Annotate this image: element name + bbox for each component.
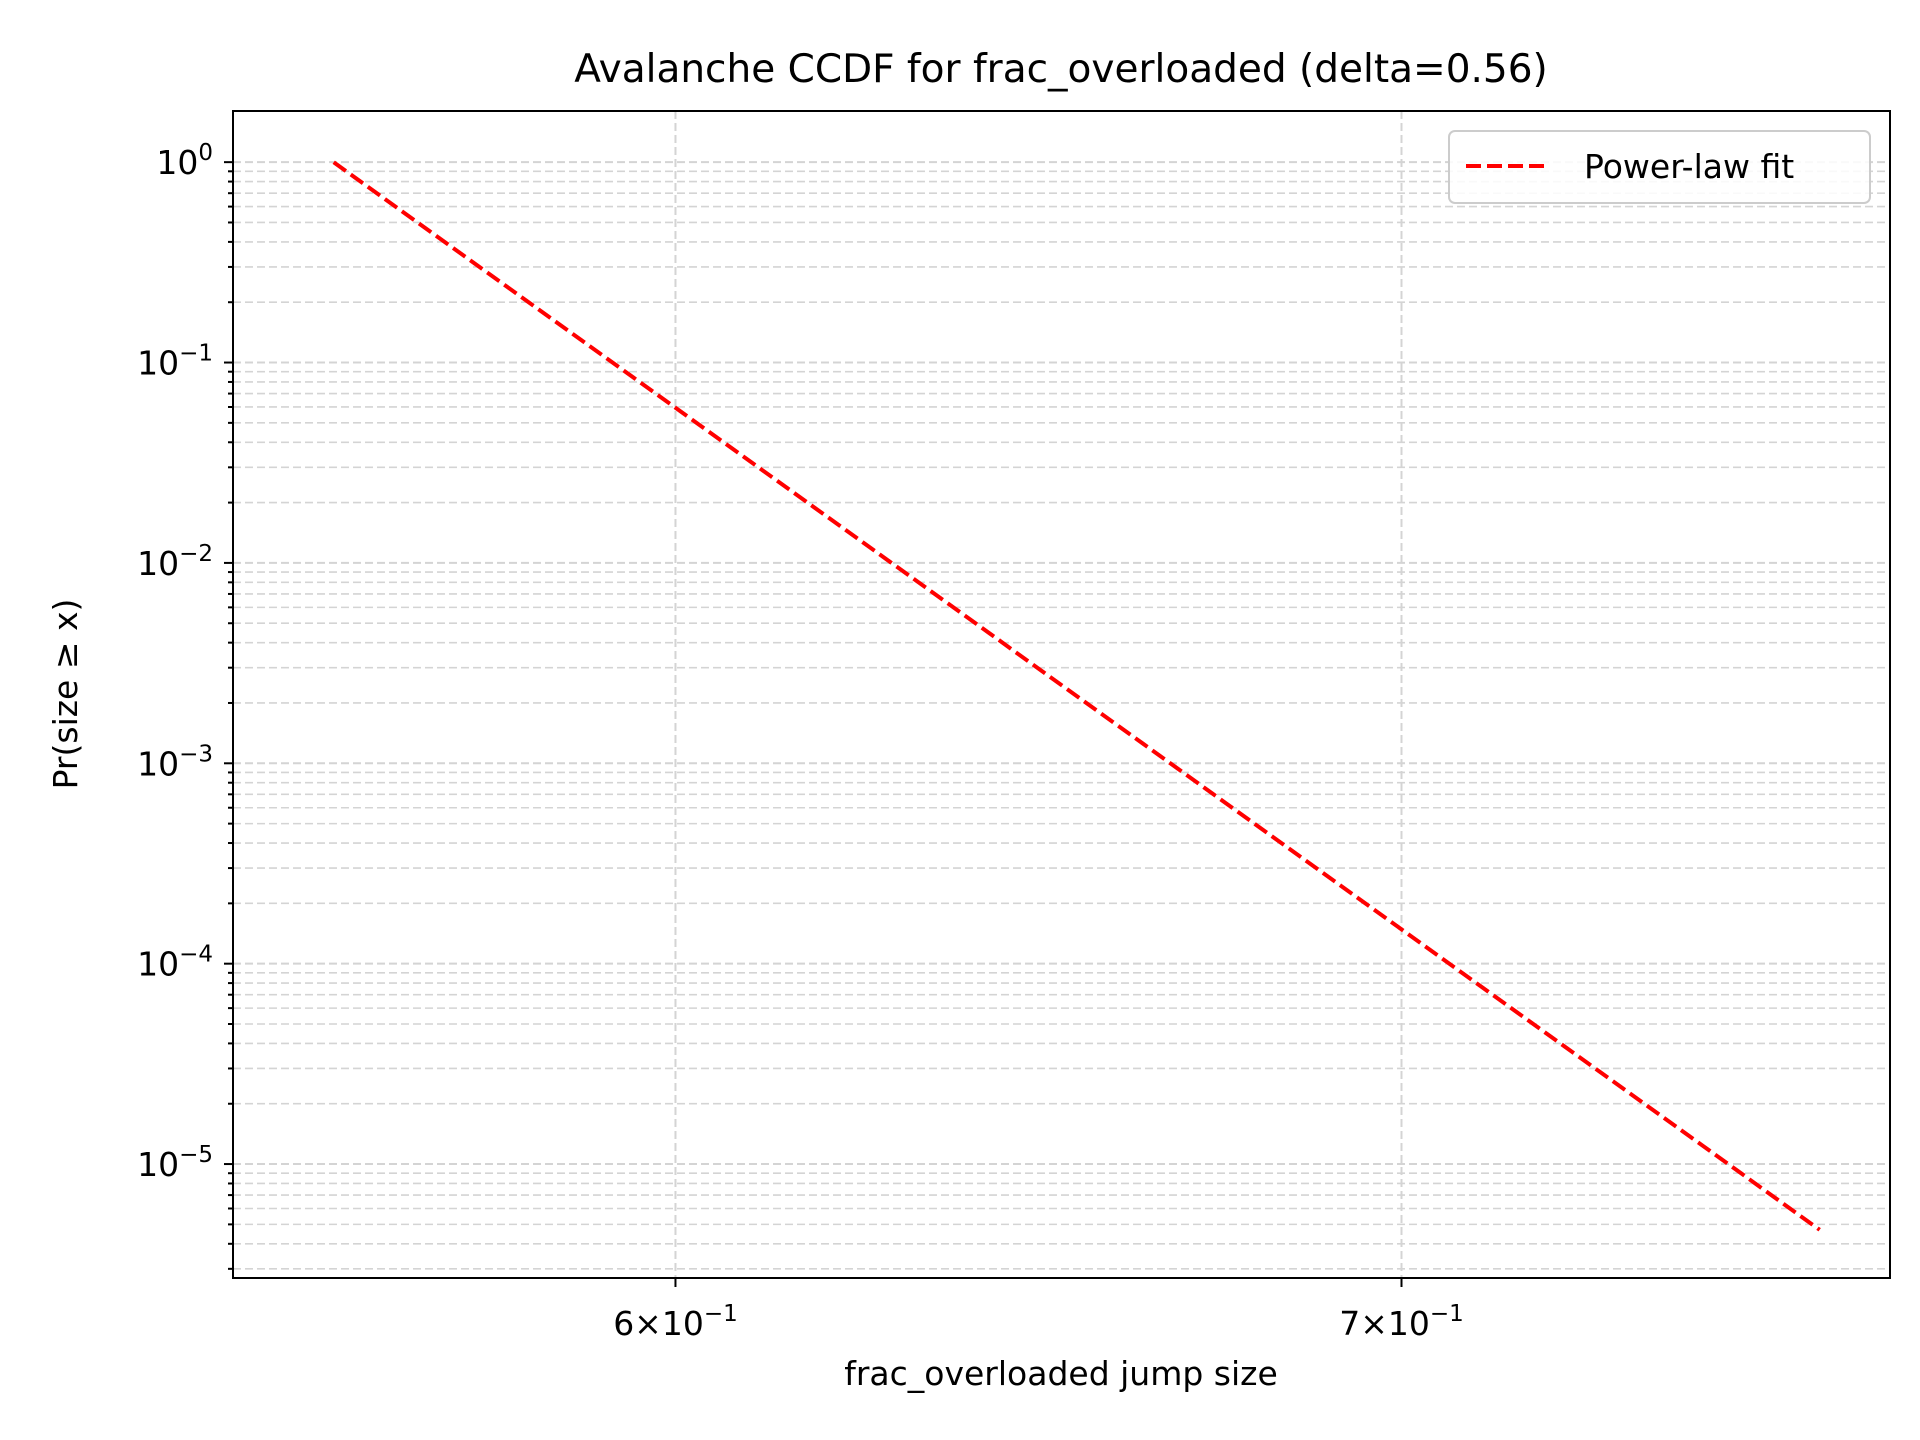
series-line-power-law-fit [332, 160, 1821, 1232]
y-tick-label: 10−5 [137, 1142, 213, 1184]
y-tick-label: 10−1 [137, 341, 213, 383]
ticks: 6×10−1 7×10−1 100 10−1 10−2 10−3 10−4 10−5 [137, 140, 1464, 1343]
y-tick-label: 10−3 [137, 741, 213, 783]
legend: Power-law fit [1448, 130, 1871, 204]
y-axis-label: Pr(size ≥ x) [46, 599, 85, 790]
grid [233, 111, 1890, 1278]
y-tick-label: 100 [156, 140, 213, 182]
chart-title: Avalanche CCDF for frac_overloaded (delt… [574, 47, 1548, 92]
x-axis-label: frac_overloaded jump size [844, 1354, 1278, 1393]
x-tick-label: 6×10−1 [613, 1301, 738, 1343]
legend-box [1448, 130, 1871, 204]
legend-label-power-law-fit: Power-law fit [1584, 147, 1794, 186]
x-tick-label: 7×10−1 [1339, 1301, 1464, 1343]
y-tick-label: 10−2 [137, 541, 213, 583]
series-layer [332, 160, 1821, 1232]
y-tick-label: 10−4 [137, 942, 213, 984]
plot-frame [232, 110, 1891, 1279]
